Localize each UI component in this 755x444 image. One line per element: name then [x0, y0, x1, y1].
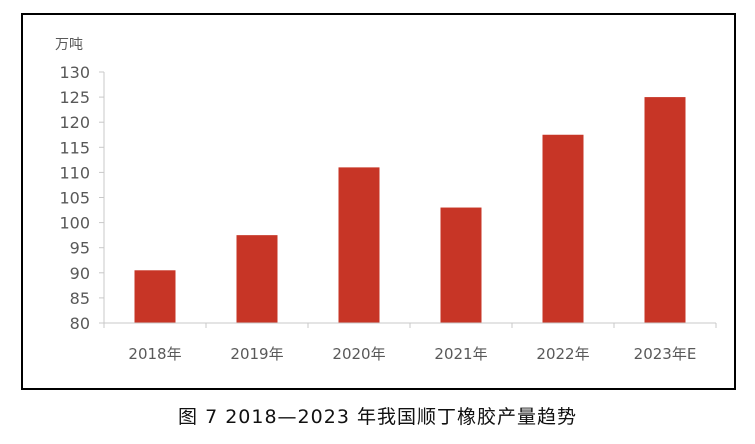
bar [134, 270, 176, 323]
y-tick-label: 120 [59, 113, 90, 132]
x-category-label: 2021年 [434, 345, 487, 363]
y-tick-label: 85 [70, 289, 90, 308]
y-tick-label: 115 [59, 138, 90, 157]
y-tick-label: 110 [59, 163, 90, 182]
y-tick-label: 80 [70, 314, 90, 333]
x-category-label: 2022年 [536, 345, 589, 363]
figure-caption: 图 7 2018—2023 年我国顺丁橡胶产量趋势 [178, 406, 577, 428]
y-tick-label: 100 [59, 214, 90, 233]
bar [644, 97, 686, 323]
bar [236, 235, 278, 323]
y-axis: 80 85 90 95 100 105 110 115 120 125 130 [59, 63, 105, 333]
bar [338, 167, 380, 323]
bar [542, 134, 584, 323]
y-tick-label: 130 [59, 63, 90, 82]
bars [134, 97, 686, 323]
x-axis: 2018年 2019年 2020年 2021年 2022年 2023年E [103, 322, 717, 363]
x-category-label: 2018年 [128, 345, 181, 363]
y-tick-label: 125 [59, 88, 90, 107]
x-category-label: 2020年 [332, 345, 385, 363]
y-tick-label: 90 [70, 264, 90, 283]
x-category-label: 2019年 [230, 345, 283, 363]
y-axis-unit-label: 万吨 [55, 37, 83, 53]
x-category-label: 2023年E [634, 345, 697, 363]
bar [440, 207, 482, 323]
y-tick-label: 105 [59, 189, 90, 208]
y-tick-label: 95 [70, 239, 90, 258]
